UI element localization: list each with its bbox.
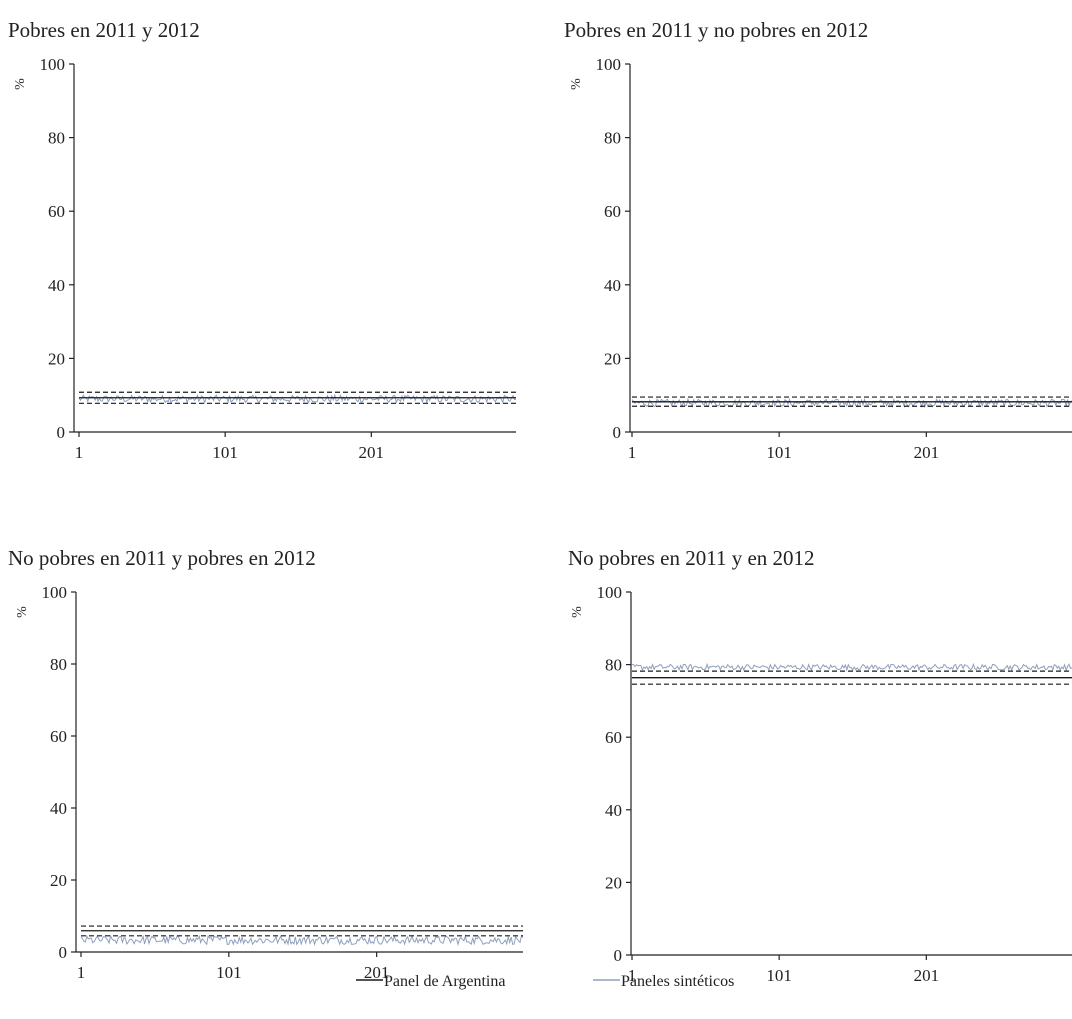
panel-title: Pobres en 2011 y 2012 <box>8 18 200 42</box>
y-tick-label: 40 <box>604 276 621 295</box>
y-unit-label: % <box>569 78 584 90</box>
panel-title: No pobres en 2011 y pobres en 2012 <box>8 546 316 570</box>
chart-panel-3: No pobres en 2011 y pobres en 2012% 0 20 40… <box>8 546 524 982</box>
y-tick-label: 60 <box>50 727 67 746</box>
series-paneles-sinteticos <box>631 662 1072 672</box>
y-tick-label: 60 <box>48 202 65 221</box>
x-tick-label: 1 <box>628 443 637 462</box>
y-tick-label: 0 <box>613 423 622 442</box>
chart-panel-2: Pobres en 2011 y no pobres en 2012% 0 20 40… <box>564 18 1072 462</box>
chart-panel-1: Pobres en 2011 y 2012% 0 20 40 60 80 100 1 101 20… <box>8 18 517 462</box>
x-tick-label: 201 <box>359 443 385 462</box>
y-tick-label: 100 <box>42 583 68 602</box>
x-tick-label: 101 <box>766 966 792 985</box>
panel-title: Pobres en 2011 y no pobres en 2012 <box>564 18 868 42</box>
series-paneles-sinteticos <box>631 397 1072 409</box>
legend: Panel de Argentina Paneles sintéticos <box>356 973 734 990</box>
y-tick-label: 80 <box>50 655 67 674</box>
y-tick-label: 40 <box>605 801 622 820</box>
y-tick-label: 0 <box>614 946 623 965</box>
y-tick-label: 20 <box>604 349 621 368</box>
x-tick-label: 201 <box>914 966 940 985</box>
x-tick-label: 101 <box>766 443 792 462</box>
y-unit-label: % <box>570 606 585 618</box>
legend-label-synthetic: Paneles sintéticos <box>621 973 734 990</box>
y-tick-label: 80 <box>605 656 622 675</box>
y-tick-label: 40 <box>48 276 65 295</box>
series-paneles-sinteticos <box>78 393 517 405</box>
x-tick-label: 101 <box>216 963 242 982</box>
y-unit-label: % <box>15 606 30 618</box>
panel-title: No pobres en 2011 y en 2012 <box>568 546 815 570</box>
x-tick-label: 201 <box>914 443 940 462</box>
y-tick-label: 80 <box>604 129 621 148</box>
y-tick-label: 100 <box>40 55 66 74</box>
series-paneles-sinteticos <box>80 934 524 947</box>
chart-panel-4: No pobres en 2011 y en 2012% 0 20 40 60 80 100… <box>568 546 1072 985</box>
y-tick-label: 20 <box>48 349 65 368</box>
y-tick-label: 20 <box>605 873 622 892</box>
x-tick-label: 201 <box>364 963 390 982</box>
x-tick-label: 1 <box>75 443 84 462</box>
y-tick-label: 100 <box>596 55 622 74</box>
y-tick-label: 60 <box>604 202 621 221</box>
y-tick-label: 40 <box>50 799 67 818</box>
x-tick-label: 1 <box>77 963 86 982</box>
y-tick-label: 0 <box>57 423 66 442</box>
y-tick-label: 100 <box>597 583 623 602</box>
y-tick-label: 80 <box>48 129 65 148</box>
y-tick-label: 60 <box>605 728 622 747</box>
x-tick-label: 101 <box>212 443 238 462</box>
x-tick-label: 1 <box>628 966 637 985</box>
y-tick-label: 0 <box>59 943 68 962</box>
y-unit-label: % <box>13 78 28 90</box>
y-tick-label: 20 <box>50 871 67 890</box>
legend-label-argentina: Panel de Argentina <box>384 973 505 990</box>
